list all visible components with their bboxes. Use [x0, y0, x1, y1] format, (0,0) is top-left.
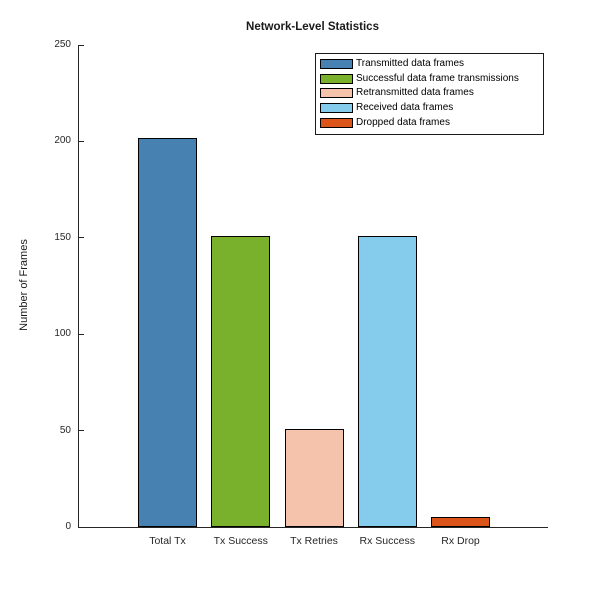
- y-tick-mark: [79, 526, 84, 528]
- legend-item: Successful data frame transmissions: [320, 72, 539, 87]
- legend-swatch: [320, 73, 353, 84]
- y-tick-mark: [79, 430, 84, 432]
- legend-label: Successful data frame transmissions: [356, 72, 519, 84]
- bar-tx-retries: [284, 428, 344, 527]
- legend-item: Dropped data frames: [320, 115, 539, 130]
- y-axis-label: Number of Frames: [18, 239, 30, 331]
- bar-rx-drop: [431, 517, 490, 527]
- legend-label: Transmitted data frames: [356, 58, 465, 70]
- y-tick-mark: [79, 44, 84, 46]
- legend-item: Transmitted data frames: [320, 57, 539, 72]
- legend-label: Received data frames: [356, 102, 454, 114]
- x-tick-label: Tx Retries: [290, 535, 338, 547]
- y-tick-label: 0: [65, 521, 71, 532]
- plot-area: 0 50 100 150 200 250 Total Tx Tx Success Tx Ret…: [54, 39, 548, 547]
- legend-item: Received data frames: [320, 101, 539, 116]
- legend-swatch: [320, 117, 353, 128]
- legend: Transmitted data frames Successful data f…: [315, 53, 544, 135]
- x-tick-label: Tx Success: [213, 535, 268, 547]
- y-tick-label: 100: [54, 328, 71, 340]
- y-tick-label: 50: [59, 424, 71, 436]
- y-tick-label: 250: [54, 39, 71, 50]
- chart-title: Network-Level Statistics: [246, 21, 379, 33]
- legend-label: Retransmitted data frames: [356, 87, 474, 99]
- x-tick-label: Total Tx: [149, 535, 186, 547]
- x-tick-label: Rx Success: [359, 535, 415, 547]
- y-tick-mark: [79, 333, 84, 335]
- bar-rx-success: [357, 235, 417, 527]
- legend-swatch: [320, 103, 353, 114]
- y-tick-label: 150: [54, 231, 71, 243]
- y-tick-mark: [79, 140, 84, 142]
- legend-label: Dropped data frames: [356, 116, 450, 128]
- legend-swatch: [320, 88, 353, 99]
- legend-item: Retransmitted data frames: [320, 86, 539, 101]
- y-tick-mark: [79, 237, 84, 239]
- bar-tx-success: [211, 235, 271, 527]
- y-tick-label: 200: [54, 135, 71, 147]
- bar-total-tx: [138, 137, 197, 527]
- x-tick-label: Rx Drop: [441, 535, 480, 547]
- legend-swatch: [320, 59, 353, 70]
